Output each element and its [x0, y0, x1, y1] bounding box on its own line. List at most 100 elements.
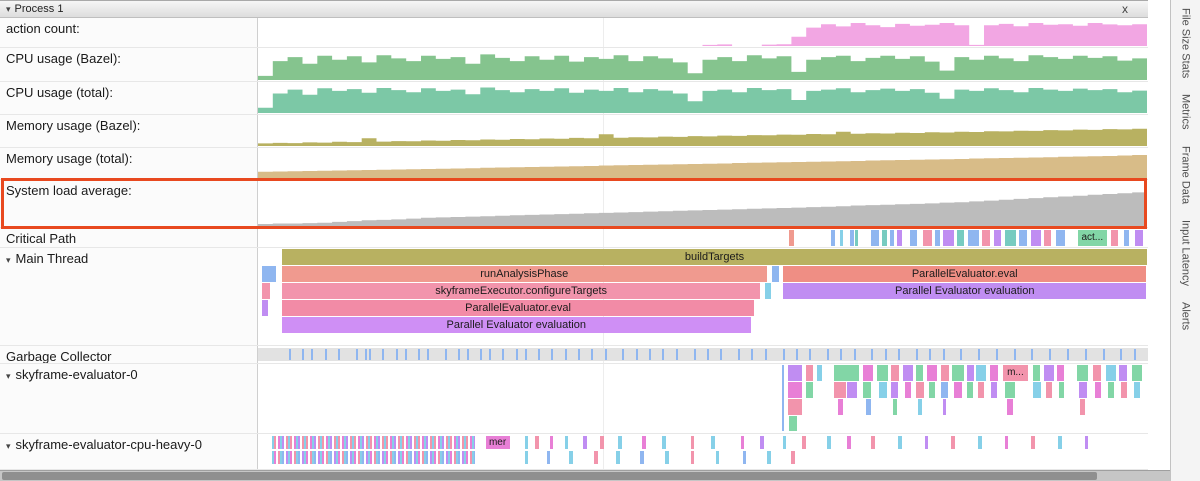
- trace-slice[interactable]: [690, 436, 695, 449]
- tab-frame-data[interactable]: Frame Data: [1179, 145, 1192, 204]
- collapse-arrow-icon[interactable]: ▾: [6, 371, 11, 381]
- trace-slice[interactable]: [847, 382, 858, 398]
- trace-slice[interactable]: [583, 436, 587, 449]
- trace-slice[interactable]: [546, 451, 551, 464]
- trace-slice[interactable]: [1058, 382, 1065, 398]
- horizontal-scrollbar[interactable]: [0, 470, 1170, 481]
- gc-event-tick[interactable]: [706, 349, 709, 360]
- gc-event-tick[interactable]: [382, 349, 385, 360]
- gc-event-tick[interactable]: [782, 349, 785, 360]
- trace-slice[interactable]: [878, 382, 887, 398]
- gc-event-tick[interactable]: [929, 349, 932, 360]
- trace-slice-buildtargets[interactable]: buildTargets: [282, 249, 1147, 265]
- trace-slice[interactable]: [897, 230, 902, 246]
- trace-slice[interactable]: [771, 266, 779, 282]
- gc-event-tick[interactable]: [578, 349, 581, 360]
- row-track-garbage-collector[interactable]: [258, 346, 1148, 363]
- trace-slice[interactable]: [890, 382, 899, 398]
- trace-slice[interactable]: [994, 230, 1002, 246]
- collapse-triangle-icon[interactable]: ▾: [6, 3, 11, 14]
- trace-slice[interactable]: [1045, 382, 1052, 398]
- gc-event-tick[interactable]: [1049, 349, 1052, 360]
- gc-event-tick[interactable]: [466, 349, 469, 360]
- gc-event-tick[interactable]: [515, 349, 518, 360]
- trace-slice[interactable]: [805, 365, 813, 381]
- trace-slice[interactable]: [715, 451, 720, 464]
- trace-slice-act[interactable]: act...: [1077, 230, 1107, 246]
- gc-event-tick[interactable]: [960, 349, 963, 360]
- trace-slice[interactable]: [1106, 365, 1116, 381]
- trace-slice[interactable]: [909, 230, 917, 246]
- trace-slice[interactable]: [760, 436, 764, 449]
- trace-slice[interactable]: [929, 382, 936, 398]
- trace-slice[interactable]: [1031, 436, 1035, 449]
- trace-slice[interactable]: [618, 436, 622, 449]
- collapse-arrow-icon[interactable]: ▾: [6, 441, 11, 451]
- trace-slice[interactable]: [967, 382, 973, 398]
- trace-slice[interactable]: [616, 451, 620, 464]
- gc-event-tick[interactable]: [871, 349, 874, 360]
- trace-slice[interactable]: [915, 365, 923, 381]
- gc-event-tick[interactable]: [795, 349, 798, 360]
- gc-event-tick[interactable]: [502, 349, 505, 360]
- trace-slice-parallel-evaluator-evaluation[interactable]: Parallel Evaluator evaluation: [282, 317, 751, 333]
- trace-slice[interactable]: [787, 399, 803, 415]
- trace-slice[interactable]: [1084, 436, 1089, 449]
- trace-slice[interactable]: [781, 365, 785, 431]
- trace-slice[interactable]: [968, 230, 979, 246]
- gc-event-tick[interactable]: [840, 349, 843, 360]
- trace-slice[interactable]: [740, 436, 745, 449]
- gc-event-tick[interactable]: [1102, 349, 1105, 360]
- trace-slice[interactable]: [855, 230, 859, 246]
- trace-slice[interactable]: [1076, 365, 1089, 381]
- trace-slice[interactable]: [866, 399, 872, 415]
- trace-slice[interactable]: [662, 436, 667, 449]
- trace-slice[interactable]: [1018, 230, 1027, 246]
- gc-event-tick[interactable]: [551, 349, 554, 360]
- trace-slice[interactable]: [1080, 399, 1085, 415]
- trace-slice[interactable]: [524, 451, 529, 464]
- trace-slice[interactable]: [976, 365, 987, 381]
- gc-event-tick[interactable]: [675, 349, 678, 360]
- trace-slice[interactable]: [1043, 365, 1054, 381]
- trace-slice[interactable]: [840, 230, 843, 246]
- trace-slice-runanalysisphase[interactable]: runAnalysisPhase: [282, 266, 767, 282]
- trace-slice[interactable]: [942, 399, 947, 415]
- gc-event-tick[interactable]: [302, 349, 305, 360]
- trace-slice[interactable]: [524, 436, 529, 449]
- trace-slice[interactable]: [1043, 230, 1051, 246]
- trace-slice[interactable]: [834, 365, 859, 381]
- row-label-main-thread[interactable]: ▾ Main Thread: [0, 248, 258, 345]
- trace-slice[interactable]: [767, 451, 771, 464]
- trace-slice[interactable]: [924, 436, 929, 449]
- gc-event-tick[interactable]: [426, 349, 429, 360]
- trace-slice-parallelevaluator-eval[interactable]: ParallelEvaluator.eval: [783, 266, 1147, 282]
- gc-event-tick[interactable]: [720, 349, 723, 360]
- trace-slice[interactable]: [1131, 365, 1142, 381]
- gc-event-tick[interactable]: [1031, 349, 1034, 360]
- trace-slice[interactable]: [882, 230, 888, 246]
- trace-slice[interactable]: [956, 230, 964, 246]
- trace-slice[interactable]: [764, 283, 771, 299]
- collapse-arrow-icon[interactable]: ▾: [6, 255, 11, 265]
- gc-event-tick[interactable]: [355, 349, 358, 360]
- gc-event-tick[interactable]: [338, 349, 340, 360]
- trace-slice[interactable]: [870, 230, 879, 246]
- trace-slice[interactable]: [1033, 382, 1042, 398]
- gc-event-tick[interactable]: [480, 349, 483, 360]
- tab-metrics[interactable]: Metrics: [1179, 94, 1192, 130]
- trace-slice[interactable]: [951, 436, 955, 449]
- trace-slice[interactable]: [788, 230, 795, 246]
- trace-slice[interactable]: [1133, 382, 1140, 398]
- gc-event-tick[interactable]: [311, 349, 314, 360]
- trace-slice[interactable]: [817, 365, 822, 381]
- gc-event-tick[interactable]: [524, 349, 527, 360]
- gc-event-tick[interactable]: [915, 349, 918, 360]
- gc-event-tick[interactable]: [1120, 349, 1123, 360]
- trace-slice[interactable]: [940, 365, 949, 381]
- trace-slice[interactable]: [1119, 365, 1128, 381]
- dense-slice-cluster[interactable]: [272, 451, 475, 464]
- row-label-skyframe-evaluator-cpu-heavy-0[interactable]: ▾ skyframe-evaluator-cpu-heavy-0: [0, 434, 258, 469]
- gc-event-tick[interactable]: [489, 349, 492, 360]
- gc-event-tick[interactable]: [693, 349, 696, 360]
